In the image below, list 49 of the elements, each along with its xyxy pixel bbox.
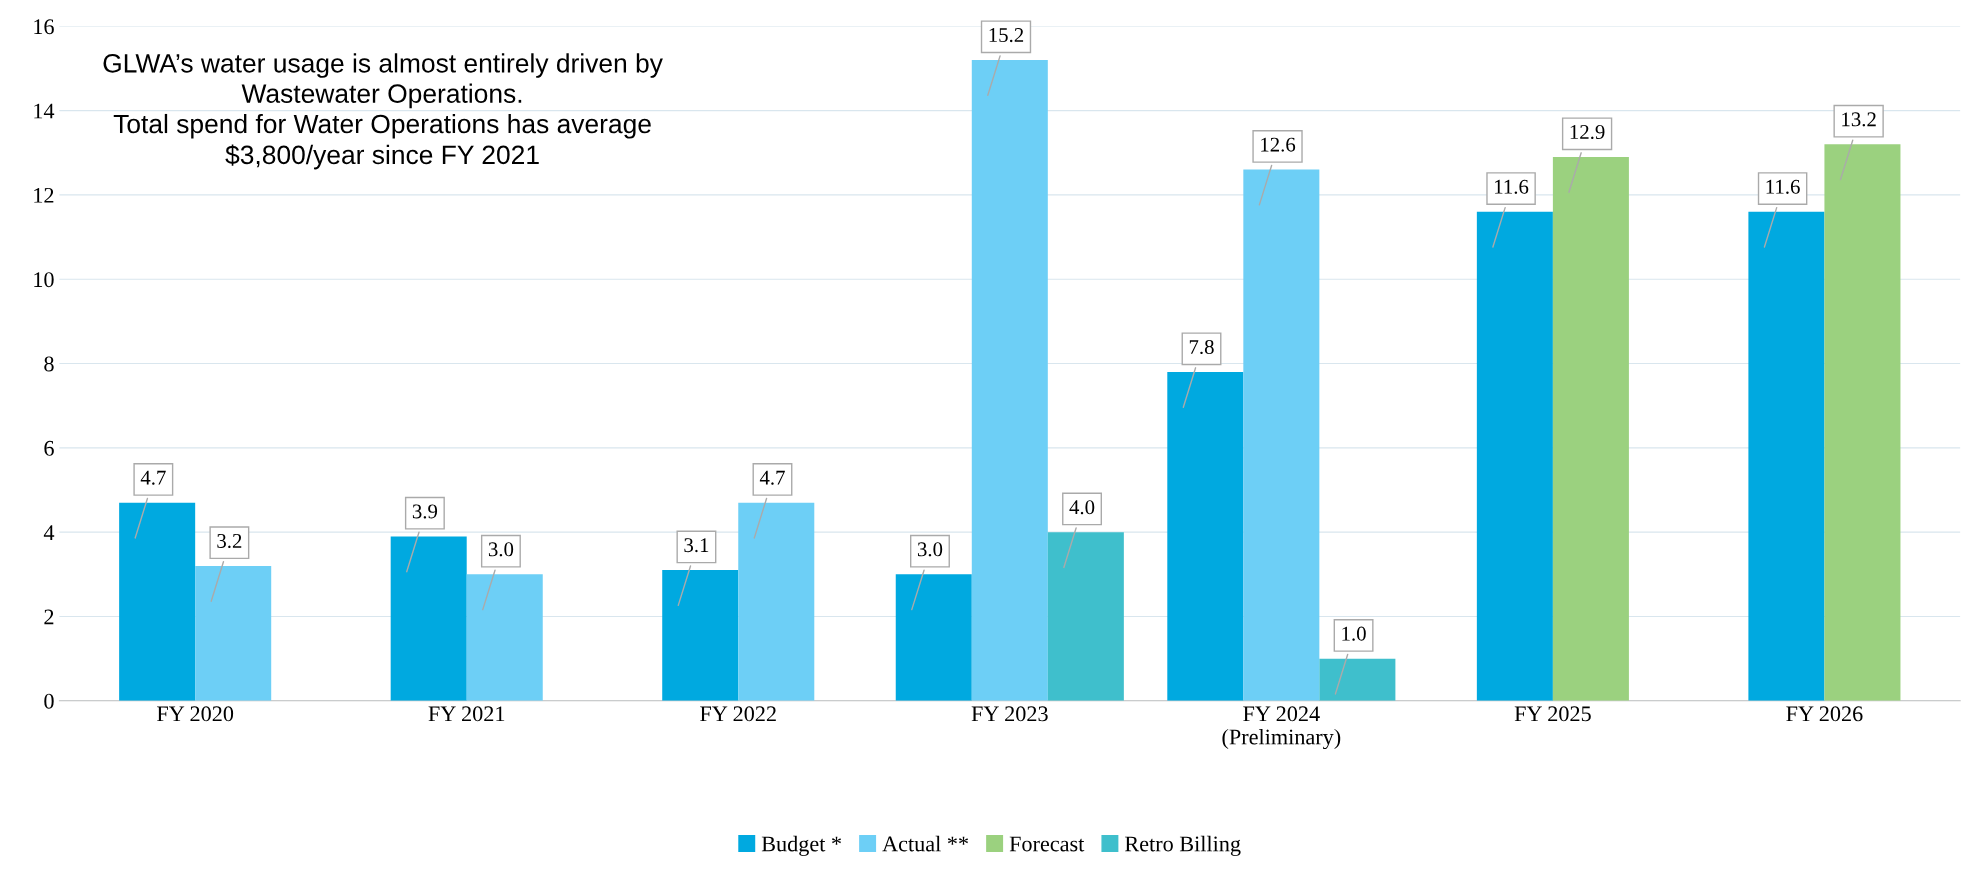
y-tick-label: 2 [44, 609, 54, 625]
y-tick-label: 6 [44, 440, 54, 456]
data-label: 1.0 [1342, 626, 1366, 641]
bar [1748, 211, 1825, 701]
x-tick-label: FY 2022 [700, 706, 776, 722]
y-tick-label: 12 [34, 187, 54, 203]
y-tick-label: 8 [44, 356, 54, 372]
x-tick-label: FY 2025 [1514, 706, 1591, 722]
data-label: 13.2 [1842, 112, 1876, 127]
data-label: 3.0 [917, 542, 943, 557]
y-tick-label: 0 [44, 693, 54, 709]
legend-label: Retro Billing [1125, 835, 1241, 856]
y-tick-label: 4 [43, 525, 55, 540]
data-label: 12.9 [1570, 125, 1605, 140]
bar [195, 565, 272, 701]
legend-label: Forecast [1009, 836, 1085, 852]
bar [1824, 144, 1901, 701]
bar [1319, 658, 1396, 701]
data-label: 4.7 [140, 470, 166, 485]
data-label: 12.6 [1261, 137, 1296, 152]
y-tick-label: 16 [34, 19, 54, 35]
bar [119, 502, 196, 701]
data-label: 3.2 [217, 533, 242, 549]
x-tick-label: FY 2021 [428, 706, 505, 722]
bar [1476, 211, 1553, 701]
data-label: 11.6 [1495, 179, 1529, 194]
data-label: 11.6 [1766, 179, 1800, 194]
annotation: GLWA’s water usage is almost entirely driven by Wastewater Operations. Total spend for Water Operations has average $3,800/year since FY 2021 [103, 53, 663, 170]
data-label: 3.0 [488, 542, 514, 557]
data-label: 15.2 [989, 28, 1024, 43]
data-label: 4.7 [759, 470, 785, 485]
x-tick-label: FY 2023 [971, 706, 1048, 722]
bar [738, 502, 815, 701]
data-label: 3.9 [412, 504, 438, 519]
bar [390, 536, 467, 701]
bar [1047, 532, 1124, 701]
data-label: 7.8 [1189, 339, 1214, 355]
data-label: 4.0 [1069, 500, 1095, 515]
y-tick-label: 10 [34, 272, 54, 288]
data-label: 3.1 [684, 538, 709, 553]
y-tick-label: 14 [34, 103, 55, 119]
legend-label: Actual ** [882, 835, 969, 852]
bar [466, 574, 543, 701]
bar [1552, 156, 1629, 701]
x-tick-label: FY 2020 [157, 706, 234, 722]
bar [662, 570, 739, 701]
x-tick-label: FY 2026 [1786, 706, 1863, 722]
legend-label: Budget * [761, 835, 841, 856]
x-tick-label: FY 2024 (Preliminary) [1222, 706, 1341, 750]
